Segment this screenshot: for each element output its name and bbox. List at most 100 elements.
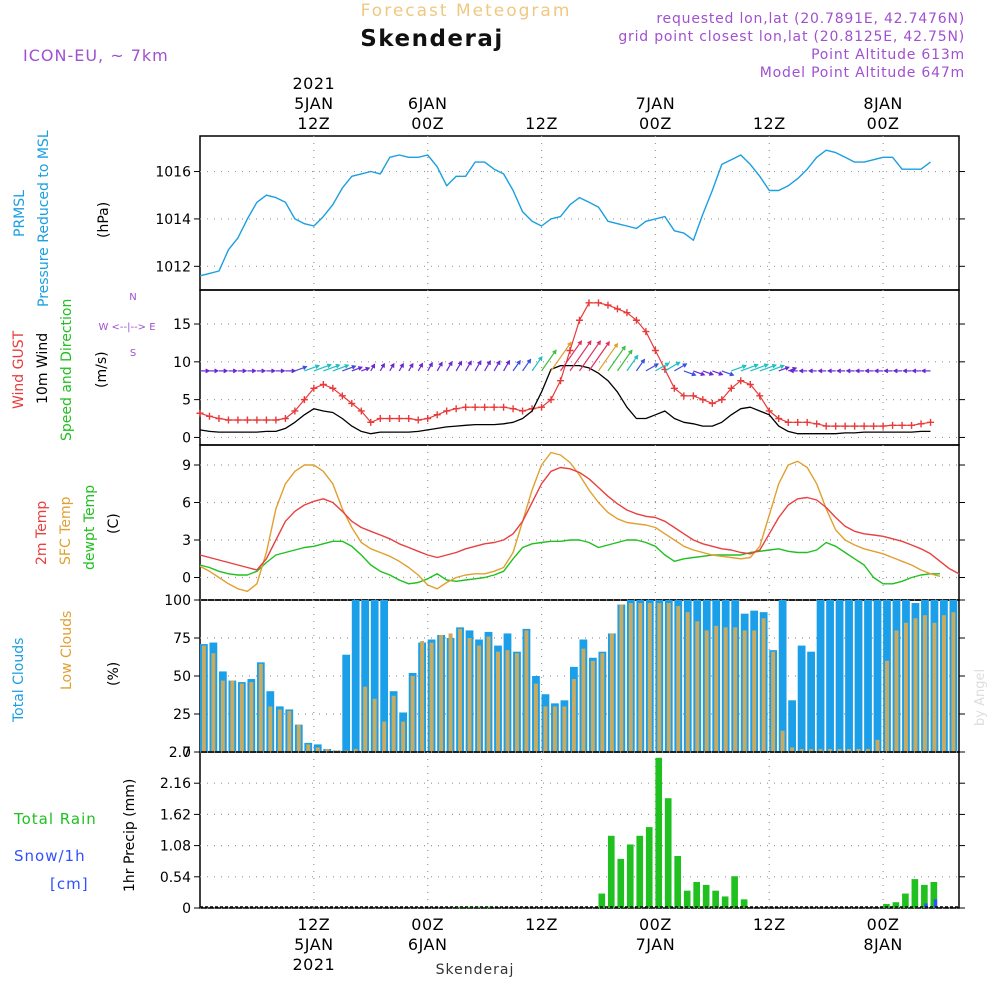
gust-point xyxy=(737,377,745,385)
wind-arrow-head xyxy=(280,368,286,374)
gust-point xyxy=(784,418,792,426)
wind-arrow-head xyxy=(409,362,414,368)
wind-arrow-head xyxy=(664,362,670,367)
rain-bar xyxy=(892,902,900,908)
direction-label: Speed and Direction xyxy=(59,299,75,441)
gust-point xyxy=(708,399,716,407)
gust-point xyxy=(642,328,650,336)
gust-point xyxy=(775,415,783,423)
low-clouds-label: Low Clouds xyxy=(59,611,75,690)
compass-south: S xyxy=(130,348,136,359)
wind-direction-arrow xyxy=(616,349,633,372)
clouds-unit-label: (%) xyxy=(106,662,122,686)
low-clouds-bar xyxy=(496,651,500,752)
footer-location: Skenderaj xyxy=(436,962,515,978)
gust-point xyxy=(272,416,280,424)
prmsl-label: PRMSL xyxy=(12,190,28,237)
pressure-panel: 1012 1014 1016 xyxy=(155,135,965,291)
gust-point xyxy=(471,403,479,411)
low-clouds-bar xyxy=(704,630,709,752)
gust-point xyxy=(490,403,498,411)
wind-arrow-head xyxy=(467,360,472,366)
gust-point xyxy=(310,384,318,392)
temp2m-line xyxy=(199,466,960,575)
sfc-temp-label: SFC Temp xyxy=(58,496,74,565)
low-clouds-bar xyxy=(420,641,425,752)
bottom-tick-label: 00Z xyxy=(639,915,672,934)
rain-bar xyxy=(645,827,653,908)
y-tick-label: 1.08 xyxy=(160,839,191,855)
y-tick-label: 0 xyxy=(182,901,191,917)
low-clouds-bar xyxy=(866,748,871,752)
low-clouds-bar xyxy=(296,724,301,752)
low-clouds-bar xyxy=(837,748,842,752)
wind-arrow-head xyxy=(496,360,501,366)
temperature-labels: 2m Temp SFC Temp dewpt Temp (C) xyxy=(34,485,122,570)
snow-bar xyxy=(924,903,928,908)
model-label: ICON-EU, ~ 7km xyxy=(23,46,169,65)
low-clouds-bar xyxy=(543,706,548,752)
low-clouds-bar xyxy=(752,630,757,752)
wind-arrow-head xyxy=(633,354,639,360)
gust-point xyxy=(613,305,621,313)
gust-point xyxy=(452,405,460,413)
wind-direction-arrow xyxy=(569,340,592,372)
rain-bar xyxy=(721,896,729,908)
wind-arrow-head xyxy=(675,361,681,366)
bottom-tick-label: 12Z xyxy=(753,915,786,934)
gust-point xyxy=(481,403,489,411)
gust-point xyxy=(803,418,811,426)
total-clouds-bar xyxy=(854,600,863,752)
wind-direction-arrow xyxy=(550,342,572,372)
wind-arrow-head xyxy=(428,362,433,367)
low-clouds-bar xyxy=(315,747,320,752)
gust-point xyxy=(367,418,375,426)
top-tick-label: 6JAN xyxy=(408,94,448,113)
gust-point xyxy=(348,399,356,407)
gust-point xyxy=(756,392,764,400)
precip-labels: Total Rain Snow/1h [cm] 1hr Precip (mm) xyxy=(13,779,138,893)
low-clouds-bar xyxy=(211,653,216,752)
gust-point xyxy=(794,418,802,426)
wind-arrow-head xyxy=(526,358,532,364)
gust-point xyxy=(243,416,251,424)
total-clouds-label: Total Clouds xyxy=(11,638,27,723)
gust-point xyxy=(395,415,403,423)
low-clouds-bar xyxy=(951,612,956,752)
y-tick-label: 3 xyxy=(182,533,191,549)
y-tick-label: 75 xyxy=(173,631,191,647)
y-tick-label: 0.54 xyxy=(160,870,191,886)
low-clouds-bar xyxy=(201,645,206,752)
gust-point xyxy=(699,396,707,404)
wind-arrow-head xyxy=(505,359,511,365)
wind-arrow-head xyxy=(902,368,908,374)
y-tick-label: 10 xyxy=(173,355,191,371)
low-clouds-bar xyxy=(410,676,415,752)
pressure-name-label: Pressure Reduced to MSL xyxy=(36,130,52,307)
model-altitude: Model Point Altitude 647m xyxy=(760,65,965,81)
wind-arrow-head xyxy=(613,342,619,348)
wind-arrow-head xyxy=(873,368,879,374)
wind-arrow-head xyxy=(845,368,851,374)
gust-point xyxy=(433,411,441,419)
wind-arrow-head xyxy=(708,371,714,376)
low-clouds-bar xyxy=(372,698,377,752)
gust-point xyxy=(908,421,916,429)
y-tick-label: 0 xyxy=(182,571,191,587)
gust-point xyxy=(538,403,546,411)
wind10-line xyxy=(199,364,931,435)
gust-point xyxy=(651,346,659,354)
bottom-tick-label: 7JAN xyxy=(636,935,676,954)
wind-arrow-head xyxy=(370,363,376,369)
rain-bar xyxy=(911,879,919,908)
low-clouds-bar xyxy=(609,633,614,752)
precip-axis-label: 1hr Precip (mm) xyxy=(122,779,138,892)
wind-arrow-head xyxy=(596,340,601,346)
wind-arrow-head xyxy=(351,365,357,370)
y-tick-label: 1.62 xyxy=(160,807,191,823)
gust-point xyxy=(215,415,223,423)
rain-bar xyxy=(475,906,482,908)
gust-point xyxy=(443,407,451,415)
wind-arrow-head xyxy=(587,340,592,346)
